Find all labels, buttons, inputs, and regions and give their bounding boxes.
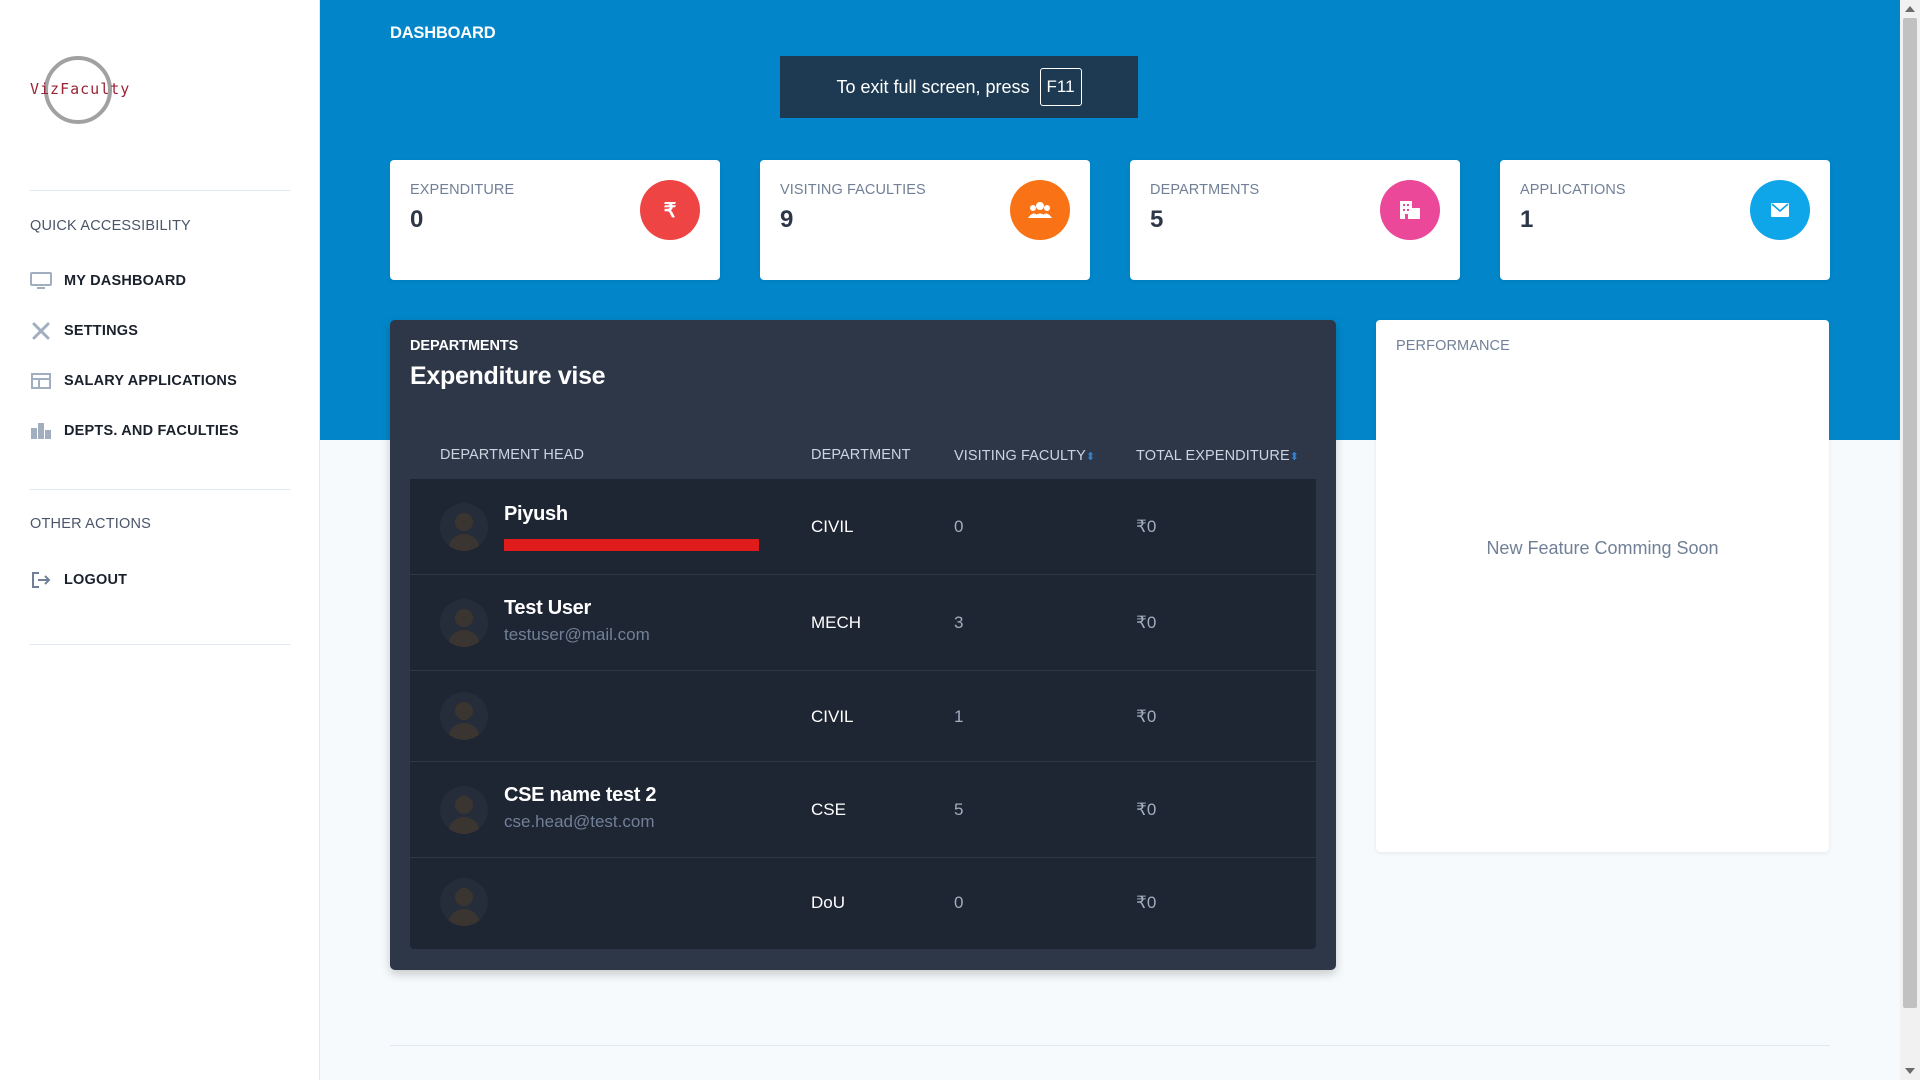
fullscreen-toast: To exit full screen, press F11 [780, 56, 1138, 118]
sidebar-divider [30, 489, 290, 490]
stat-card-applications: APPLICATIONS 1 [1500, 160, 1830, 280]
column-header-visiting-faculty[interactable]: VISITING FACULTY⬍ [954, 447, 1095, 465]
scroll-down-arrow-icon[interactable] [1905, 1068, 1915, 1074]
visiting-faculty-cell: 5 [954, 800, 964, 819]
avatar [440, 599, 488, 647]
users-icon [1010, 180, 1070, 240]
avatar [440, 878, 488, 926]
other-actions-heading: OTHER ACTIONS [30, 516, 152, 532]
sidebar-item-label: SETTINGS [64, 323, 139, 339]
department-head-name: CSE name test 2 [504, 784, 657, 806]
building-icon [1380, 180, 1440, 240]
scrollbar-thumb[interactable] [1903, 18, 1917, 1008]
visiting-faculty-cell: 3 [954, 613, 964, 632]
total-expenditure-cell: ₹0 [1136, 613, 1157, 632]
sidebar-item-label: SALARY APPLICATIONS [64, 373, 237, 389]
performance-card-title: PERFORMANCE [1396, 338, 1510, 354]
stat-label: EXPENDITURE [410, 182, 515, 198]
stat-value: 9 [780, 206, 794, 233]
logout-icon [30, 571, 52, 589]
department-head-name: Piyush [504, 503, 568, 525]
departments-table: DEPARTMENT HEAD DEPARTMENT VISITING FACU… [410, 432, 1316, 949]
stat-value: 5 [1150, 206, 1164, 233]
total-expenditure-cell: ₹0 [1136, 800, 1157, 819]
departments-card: DEPARTMENTS Expenditure vise DEPARTMENT … [390, 320, 1336, 970]
column-header-department: DEPARTMENT [811, 447, 911, 463]
sidebar-item-salary-applications[interactable]: SALARY APPLICATIONS [30, 369, 237, 393]
department-cell: CIVIL [811, 707, 854, 726]
department-cell: DoU [811, 893, 846, 912]
logout-button[interactable]: LOGOUT [30, 568, 127, 592]
stat-card-visiting-faculties: VISITING FACULTIES 9 [760, 160, 1090, 280]
performance-card: PERFORMANCE New Feature Comming Soon [1376, 320, 1829, 852]
sidebar-item-settings[interactable]: SETTINGS [30, 319, 138, 343]
tools-icon [30, 322, 52, 340]
sidebar-item-depts-and-faculties[interactable]: DEPTS. AND FACULTIES [30, 419, 239, 443]
fullscreen-toast-key: F11 [1039, 68, 1082, 106]
scroll-up-arrow-icon[interactable] [1905, 6, 1915, 12]
monitor-icon [30, 272, 52, 290]
avatar [440, 786, 488, 834]
main-content: DASHBOARD To exit full screen, press F11… [320, 0, 1900, 1080]
sort-icon: ⬍ [1289, 451, 1299, 463]
avatar [440, 692, 488, 740]
visiting-faculty-cell: 0 [954, 893, 964, 912]
sidebar: VizFaculty QUICK ACCESSIBILITY MY DASHBO… [0, 0, 320, 1080]
table-row: Test User testuser@mail.com MECH 3 ₹0 [410, 574, 1316, 670]
departments-card-title: Expenditure vise [410, 362, 606, 390]
table-row: DoU 0 ₹0 [410, 857, 1316, 949]
column-header-label: VISITING FACULTY [954, 448, 1086, 464]
envelope-icon [1750, 180, 1810, 240]
stat-value: 1 [1520, 206, 1534, 233]
logo-text: VizFaculty [30, 80, 131, 98]
sort-icon: ⬍ [1085, 451, 1096, 463]
department-cell: CSE [811, 800, 846, 819]
department-cell: MECH [811, 613, 862, 632]
department-head-email: testuser@mail.com [504, 625, 650, 644]
stat-card-departments: DEPARTMENTS 5 [1130, 160, 1460, 280]
table-row: Piyush CIVIL 0 ₹0 [410, 478, 1316, 574]
page-scrollbar[interactable] [1900, 0, 1920, 1080]
department-head-name: Test User [504, 597, 591, 619]
total-expenditure-cell: ₹0 [1136, 517, 1157, 536]
app-logo[interactable]: VizFaculty [30, 54, 140, 129]
stat-value: 0 [410, 206, 424, 233]
page-title: DASHBOARD [390, 24, 496, 42]
fullscreen-toast-text: To exit full screen, press [836, 76, 1030, 97]
stat-card-expenditure: EXPENDITURE 0 ₹ [390, 160, 720, 280]
sidebar-item-label: DEPTS. AND FACULTIES [64, 423, 239, 439]
avatar [440, 503, 488, 551]
logout-label: LOGOUT [64, 572, 128, 588]
footer-divider [390, 1045, 1830, 1046]
table-row: CSE name test 2 cse.head@test.com CSE 5 … [410, 761, 1316, 857]
sidebar-item-label: MY DASHBOARD [64, 273, 187, 289]
visiting-faculty-cell: 1 [954, 707, 964, 726]
department-head-email: cse.head@test.com [504, 812, 655, 831]
stat-label: APPLICATIONS [1520, 182, 1626, 198]
sidebar-divider [30, 644, 290, 645]
column-header-total-expenditure[interactable]: TOTAL EXPENDITURE⬍ [1136, 447, 1299, 465]
column-header-department-head: DEPARTMENT HEAD [440, 447, 585, 463]
visiting-faculty-cell: 0 [954, 517, 964, 536]
rupee-icon: ₹ [640, 180, 700, 240]
quick-accessibility-heading: QUICK ACCESSIBILITY [30, 218, 191, 234]
column-header-label: TOTAL EXPENDITURE [1136, 448, 1290, 464]
building-icon [30, 422, 52, 440]
table-header: DEPARTMENT HEAD DEPARTMENT VISITING FACU… [410, 432, 1316, 478]
stat-label: VISITING FACULTIES [780, 182, 926, 198]
sidebar-item-my-dashboard[interactable]: MY DASHBOARD [30, 269, 186, 293]
table-icon [30, 372, 52, 390]
performance-coming-soon-message: New Feature Comming Soon [1486, 538, 1719, 558]
total-expenditure-cell: ₹0 [1136, 893, 1157, 912]
total-expenditure-cell: ₹0 [1136, 707, 1157, 726]
logo-ring [44, 56, 112, 124]
sidebar-divider [30, 190, 290, 191]
redaction-bar [504, 539, 759, 551]
department-cell: CIVIL [811, 517, 854, 536]
table-row: CIVIL 1 ₹0 [410, 670, 1316, 761]
stat-label: DEPARTMENTS [1150, 182, 1260, 198]
departments-card-subtitle: DEPARTMENTS [410, 338, 519, 354]
